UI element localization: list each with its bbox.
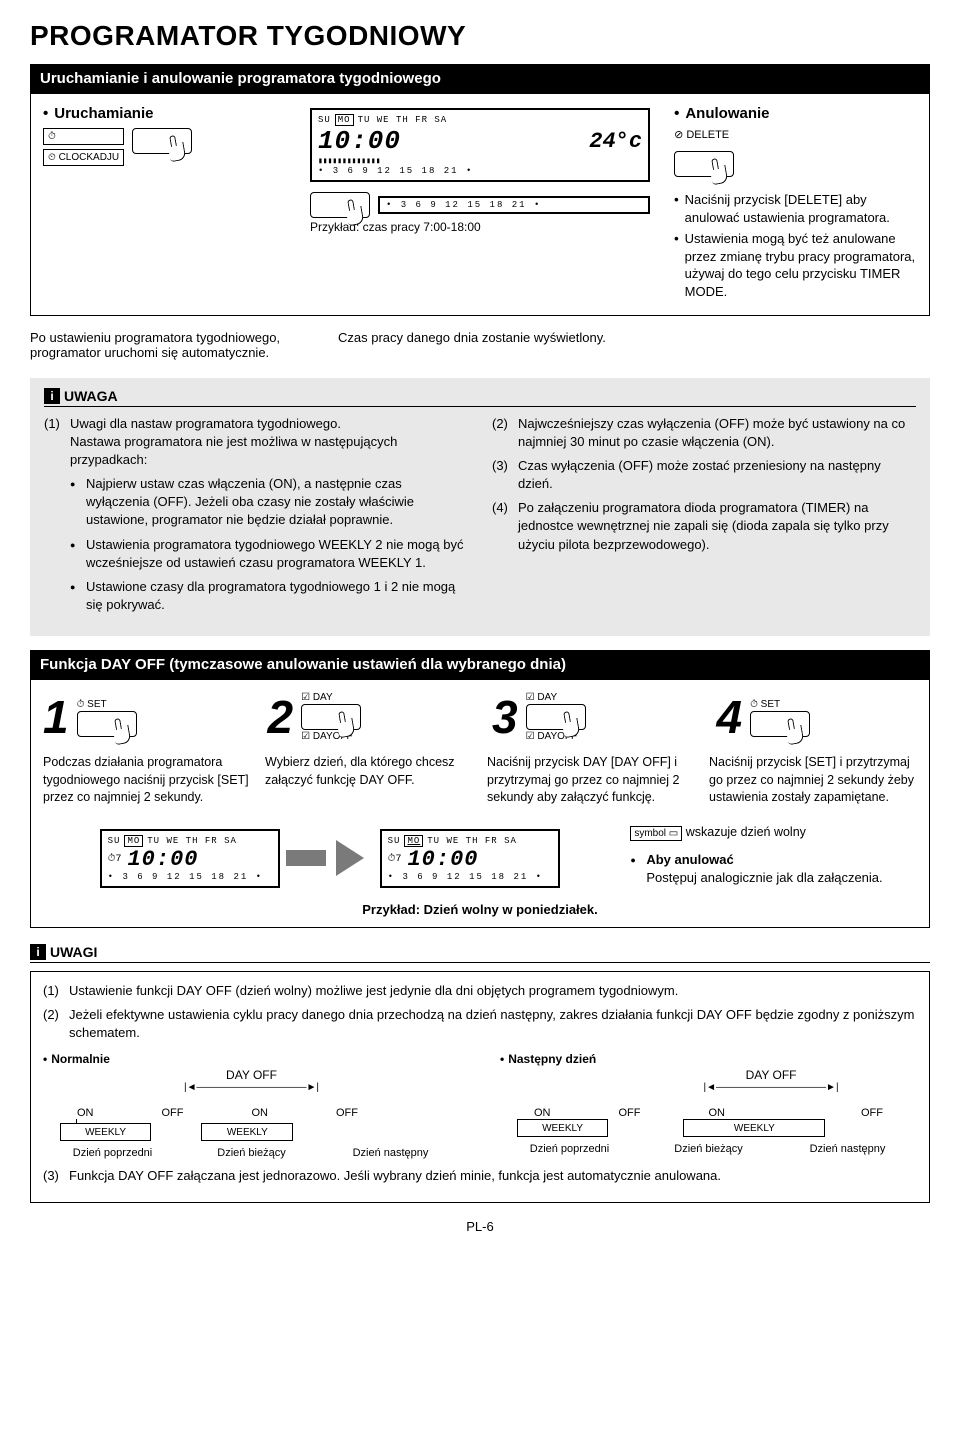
page-number: PL-6 bbox=[30, 1219, 930, 1234]
lcd-time: 10:00 bbox=[318, 126, 401, 156]
col3-text: Naciśnij przycisk DAY [DAY OFF] i przytr… bbox=[487, 754, 695, 807]
step1-button[interactable] bbox=[77, 711, 137, 737]
u1-n2: (2) bbox=[492, 415, 512, 451]
page-title: PROGRAMATOR TYGODNIOWY bbox=[30, 20, 930, 52]
u1-t1: Uwagi dla nastaw programatora tygodniowe… bbox=[70, 415, 468, 433]
step2-label1: ☑ DAY bbox=[301, 691, 361, 704]
lcd-scale2: • 3 6 9 12 15 18 21 • bbox=[386, 200, 642, 210]
lcd-before: SU MO TU WE TH FR SA ⏱710:00 • 3 6 9 12 … bbox=[100, 829, 280, 888]
aby-heading: Aby anulować bbox=[646, 852, 733, 867]
cancel-text2: Ustawienia mogą być też anulowane przez … bbox=[674, 230, 917, 300]
section1-header: Uruchamianie i anulowanie programatora t… bbox=[30, 64, 930, 93]
uwagi2-heading: UWAGI bbox=[50, 944, 97, 960]
u1-t4: Po załączeniu programatora dioda program… bbox=[518, 499, 916, 554]
clockadj-icon: ⏲ CLOCKADJU bbox=[43, 149, 124, 166]
u2-t1: Ustawienie funkcji DAY OFF (dzień wolny)… bbox=[69, 982, 678, 1000]
u1-t1b: Nastawa programatora nie jest możliwa w … bbox=[70, 433, 468, 469]
section2-caption: Przykład: Dzień wolny w poniedziałek. bbox=[362, 902, 598, 917]
u2-n2: (2) bbox=[43, 1006, 63, 1042]
u1-t3: Czas wyłączenia (OFF) może zostać przeni… bbox=[518, 457, 916, 493]
uwaga1-heading: UWAGA bbox=[64, 388, 118, 404]
delete-button[interactable] bbox=[674, 151, 734, 177]
section2-frame: 1 ⏱ SET 2 ☑ DAY ☑ DAYOFF 3 ☑ DAY ☑ DAYOF… bbox=[30, 679, 930, 928]
aby-text: Postępuj analogicznie jak dla załączenia… bbox=[646, 870, 882, 885]
u2-t2: Jeżeli efektywne ustawienia cyklu pracy … bbox=[69, 1006, 917, 1042]
diagram-normal: • Normalnie DAY OFF |◄―――――――――――►| ONOF… bbox=[43, 1052, 460, 1159]
u1-b3: Ustawione czasy dla programatora tygodni… bbox=[86, 578, 468, 614]
below-right: Czas pracy danego dnia zostanie wyświetl… bbox=[338, 330, 622, 360]
u1-n3: (3) bbox=[492, 457, 512, 493]
step3-button[interactable] bbox=[526, 704, 586, 730]
cancel-text1: Naciśnij przycisk [DELETE] aby anulować … bbox=[674, 191, 917, 226]
step4-button[interactable] bbox=[750, 711, 810, 737]
delete-label: ⊘ DELETE bbox=[674, 128, 729, 141]
section1-frame: Uruchamianie ⏱ ⏲ CLOCKADJU SU MO TU WE T… bbox=[30, 93, 930, 316]
u2-n3: (3) bbox=[43, 1167, 63, 1185]
lcd-display: SU MO TU WE TH FR SA 10:00 24°c ▮▮▮▮▮▮▮▮… bbox=[310, 108, 650, 182]
step1-label: ⏱ SET bbox=[77, 698, 137, 711]
step4-num: 4 bbox=[717, 690, 743, 744]
info-icon2: i bbox=[30, 944, 46, 960]
col1-text: Podczas działania programatora tygodniow… bbox=[43, 754, 251, 807]
step3-label1: ☑ DAY bbox=[526, 691, 586, 704]
step2-button[interactable] bbox=[301, 704, 361, 730]
section2-header: Funkcja DAY OFF (tymczasowe anulowanie u… bbox=[30, 650, 930, 679]
u1-n1: (1) bbox=[44, 415, 64, 621]
start-label: Uruchamianie bbox=[43, 104, 286, 124]
step4-label: ⏱ SET bbox=[750, 698, 810, 711]
info-icon: i bbox=[44, 388, 60, 404]
uwagi2-box: iUWAGI (1) Ustawienie funkcji DAY OFF (dz… bbox=[30, 944, 930, 1203]
symbol-line: symbol ▭ symbol ▭ wskazuje dzień wolnyws… bbox=[630, 825, 917, 841]
step3-num: 3 bbox=[492, 690, 518, 744]
step2-num: 2 bbox=[268, 690, 294, 744]
u2-t3: Funkcja DAY OFF załączana jest jednorazo… bbox=[69, 1167, 721, 1185]
below-left: Po ustawieniu programatora tygodniowego,… bbox=[30, 330, 314, 360]
step1-num: 1 bbox=[43, 690, 69, 744]
lcd-scale: • 3 6 9 12 15 18 21 • bbox=[318, 166, 642, 176]
col4-text: Naciśnij przycisk [SET] i przytrzymaj go… bbox=[709, 754, 917, 807]
arrow-icon bbox=[286, 840, 374, 876]
start-button[interactable] bbox=[132, 128, 192, 154]
col2-text: Wybierz dzień, dla którego chcesz załącz… bbox=[265, 754, 473, 807]
u1-b1: Najpierw ustaw czas włączenia (ON), a na… bbox=[86, 475, 468, 530]
u2-n1: (1) bbox=[43, 982, 63, 1000]
u1-t2: Najwcześniejszy czas wyłączenia (OFF) mo… bbox=[518, 415, 916, 451]
set-button[interactable] bbox=[310, 192, 370, 218]
clock-icon: ⏱ bbox=[43, 128, 124, 145]
lcd-after: SU MO TU WE TH FR SA ⏱710:00 • 3 6 9 12 … bbox=[380, 829, 560, 888]
lcd-temp: 24°c bbox=[589, 129, 642, 154]
diagram-nextday: • Następny dzień DAY OFF |◄―――――――――――►|… bbox=[500, 1052, 917, 1159]
u1-n4: (4) bbox=[492, 499, 512, 554]
u1-b2: Ustawienia programatora tygodniowego WEE… bbox=[86, 536, 468, 572]
cancel-label: Anulowanie bbox=[674, 104, 917, 124]
uwaga1-box: iUWAGA (1) Uwagi dla nastaw programatora… bbox=[30, 378, 930, 637]
